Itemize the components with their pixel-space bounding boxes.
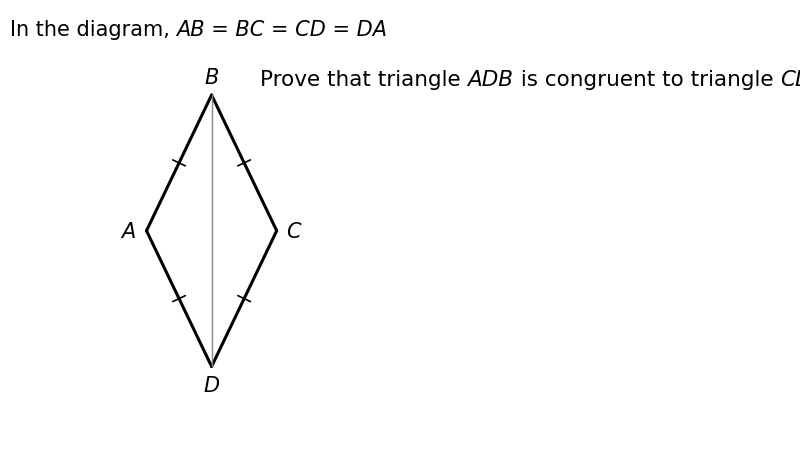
Text: B: B: [205, 68, 218, 88]
Text: CDB: CDB: [780, 70, 800, 90]
Text: C: C: [286, 221, 301, 241]
Text: is congruent to triangle: is congruent to triangle: [514, 70, 780, 90]
Text: Prove that triangle: Prove that triangle: [260, 70, 467, 90]
Text: In the diagram,: In the diagram,: [10, 20, 176, 40]
Text: ADB: ADB: [467, 70, 514, 90]
Text: D: D: [203, 375, 220, 395]
Text: A: A: [121, 221, 135, 241]
Text: AB = BC = CD = DA: AB = BC = CD = DA: [176, 20, 387, 40]
